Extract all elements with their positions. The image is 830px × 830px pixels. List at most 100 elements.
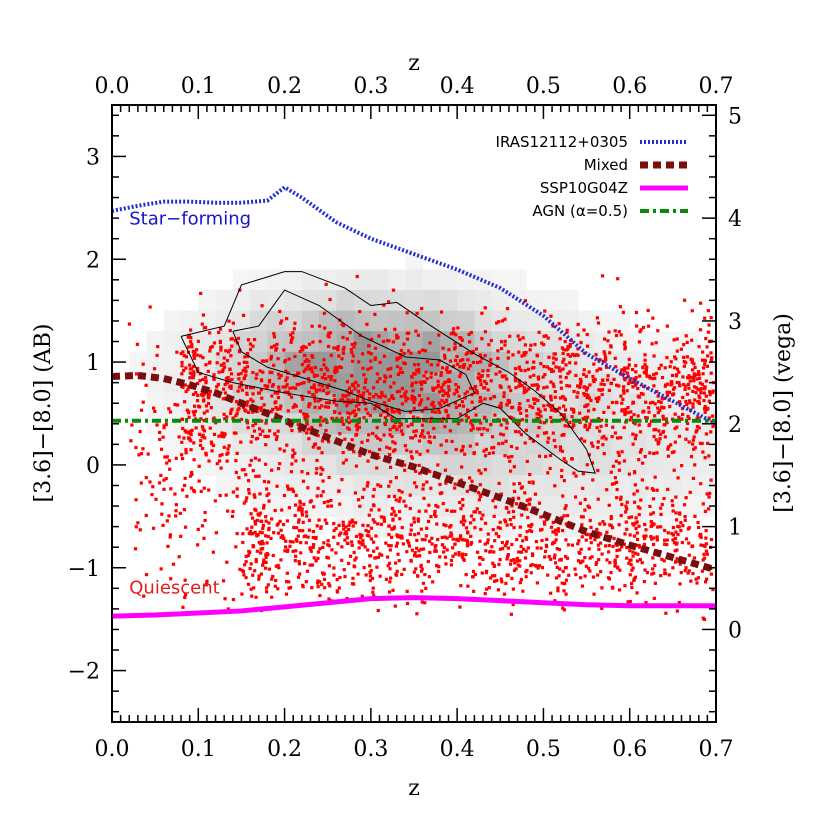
scatter-point — [596, 440, 600, 444]
scatter-point — [604, 358, 608, 362]
scatter-point — [609, 470, 613, 474]
scatter-point — [642, 409, 646, 413]
scatter-point — [466, 367, 470, 371]
scatter-point — [517, 422, 521, 426]
density-cell — [336, 413, 355, 435]
scatter-point — [623, 532, 627, 536]
scatter-point — [631, 385, 635, 389]
scatter-point — [363, 380, 367, 384]
scatter-point — [290, 428, 294, 433]
scatter-point — [237, 362, 241, 366]
scatter-point — [409, 528, 413, 532]
scatter-point — [350, 518, 354, 522]
scatter-point — [228, 328, 232, 333]
scatter-point — [203, 436, 207, 440]
scatter-point — [524, 537, 529, 541]
scatter-point — [270, 577, 274, 581]
scatter-point — [345, 541, 349, 545]
scatter-point — [574, 474, 578, 478]
scatter-point — [441, 501, 445, 506]
scatter-point — [478, 483, 482, 487]
scatter-point — [496, 356, 500, 360]
scatter-point — [281, 522, 286, 527]
scatter-point — [423, 601, 427, 605]
scatter-point — [523, 381, 528, 385]
scatter-point — [614, 365, 618, 369]
scatter-point — [704, 542, 708, 546]
scatter-point — [468, 364, 472, 368]
scatter-point — [242, 377, 246, 381]
scatter-point — [244, 576, 248, 580]
scatter-point — [361, 366, 365, 370]
scatter-point — [704, 336, 708, 341]
scatter-point — [542, 364, 546, 369]
scatter-point — [564, 460, 568, 464]
scatter-point — [391, 518, 395, 522]
scatter-point — [395, 356, 399, 360]
scatter-point — [191, 392, 196, 397]
scatter-point — [276, 372, 281, 376]
scatter-point — [696, 415, 700, 419]
scatter-point — [267, 499, 271, 503]
scatter-point — [378, 438, 383, 442]
right-y-tick-label: 4 — [728, 207, 742, 232]
scatter-point — [683, 387, 687, 392]
scatter-point — [663, 384, 667, 388]
scatter-point — [335, 346, 339, 350]
scatter-point — [680, 463, 684, 468]
scatter-point — [525, 507, 529, 511]
scatter-point — [387, 590, 392, 594]
scatter-point — [703, 410, 707, 414]
density-cell — [422, 351, 441, 373]
scatter-point — [651, 542, 656, 547]
scatter-point — [476, 491, 481, 495]
scatter-point — [663, 435, 667, 439]
scatter-point — [346, 527, 351, 532]
scatter-point — [447, 378, 451, 382]
scatter-point — [581, 515, 585, 519]
scatter-point — [498, 526, 502, 530]
density-cell — [232, 269, 251, 291]
scatter-point — [307, 437, 311, 441]
scatter-point — [164, 477, 168, 481]
scatter-point — [202, 398, 206, 402]
scatter-point — [174, 503, 178, 507]
scatter-point — [627, 561, 631, 565]
scatter-point — [419, 547, 423, 551]
scatter-point — [272, 331, 276, 336]
scatter-point — [616, 565, 620, 569]
scatter-point — [305, 365, 309, 369]
scatter-point — [366, 367, 370, 371]
scatter-point — [446, 394, 451, 398]
density-cell — [439, 434, 458, 456]
scatter-point — [572, 389, 576, 394]
scatter-point — [482, 449, 486, 453]
scatter-point — [650, 342, 654, 346]
scatter-point — [437, 401, 441, 405]
scatter-point — [430, 409, 435, 414]
scatter-point — [200, 435, 204, 439]
scatter-point — [480, 433, 484, 437]
density-cell — [457, 331, 475, 353]
scatter-point — [478, 395, 482, 400]
scatter-point — [324, 401, 329, 405]
scatter-point — [483, 354, 487, 358]
scatter-point — [317, 399, 321, 403]
scatter-point — [493, 539, 497, 543]
density-cell — [457, 269, 475, 291]
scatter-point — [536, 377, 541, 381]
scatter-point — [701, 350, 705, 354]
scatter-point — [701, 372, 705, 376]
scatter-point — [373, 520, 377, 524]
scatter-point — [633, 483, 637, 487]
scatter-point — [502, 391, 506, 395]
scatter-point — [588, 532, 592, 537]
scatter-point — [590, 419, 594, 423]
scatter-point — [434, 410, 438, 414]
scatter-point — [655, 538, 659, 542]
scatter-point — [165, 461, 169, 465]
scatter-point — [340, 357, 344, 361]
scatter-point — [522, 351, 526, 355]
scatter-point — [338, 411, 342, 415]
scatter-point — [525, 530, 529, 534]
